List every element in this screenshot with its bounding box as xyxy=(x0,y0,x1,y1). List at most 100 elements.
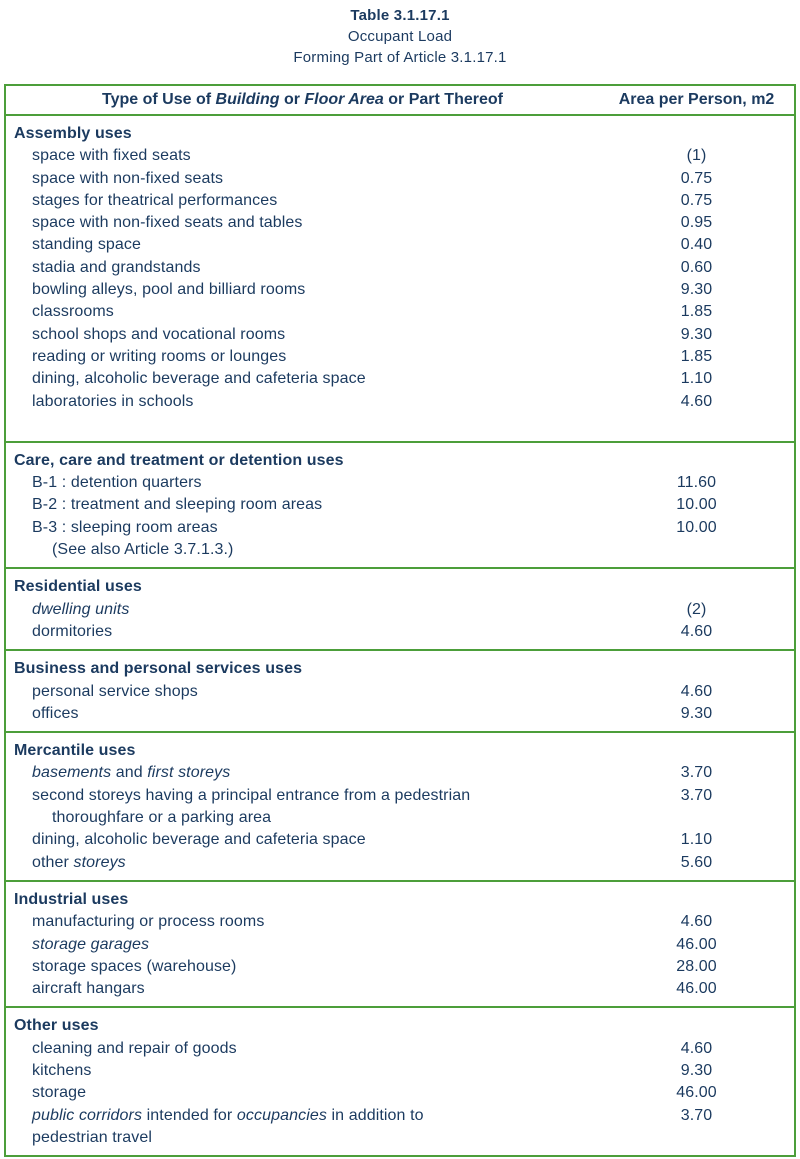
table-header-row: Type of Use of Building or Floor Area or… xyxy=(6,86,794,116)
text-segment: space with non-fixed seats xyxy=(32,169,224,187)
area-per-person-value: 46.00 xyxy=(676,935,717,953)
table-row: manufacturing or process rooms 4.60 xyxy=(6,911,794,933)
text-segment: cleaning and repair of goods xyxy=(32,1039,237,1057)
defined-term-italic: occupancies xyxy=(236,1106,327,1124)
text-segment: space with fixed seats xyxy=(32,147,191,165)
use-label: dining, alcoholic beverage and cafeteria… xyxy=(6,368,599,390)
use-label-line: dwelling units xyxy=(32,599,599,621)
defined-term-italic: storeys xyxy=(73,853,126,871)
table-row: cleaning and repair of goods 4.60 xyxy=(6,1038,794,1060)
header-col1: Type of Use of Building or Floor Area or… xyxy=(6,89,599,111)
text-segment: bowling alleys, pool and billiard rooms xyxy=(32,281,306,299)
area-per-person-value: 3.70 xyxy=(680,1106,713,1124)
use-label: laboratories in schools xyxy=(6,391,599,413)
defined-term-italic: dwelling units xyxy=(32,600,130,618)
text-segment: B-1 : detention quarters xyxy=(32,474,202,492)
area-per-person-value: 46.00 xyxy=(676,1084,717,1102)
text-segment: other xyxy=(32,853,74,871)
table-row: school shops and vocational rooms 9.30 xyxy=(6,324,794,346)
text-segment: in addition to xyxy=(326,1106,424,1124)
use-label: storage spaces (warehouse) xyxy=(6,956,599,978)
use-label: B-1 : detention quarters xyxy=(6,472,599,494)
table-row: aircraft hangars 46.00 xyxy=(6,978,794,1000)
use-label-line: cleaning and repair of goods xyxy=(32,1038,599,1060)
use-label-line: aircraft hangars xyxy=(32,978,599,1000)
text-segment: laboratories in schools xyxy=(32,392,194,410)
table-section: Other uses cleaning and repair of goods 4.… xyxy=(6,1008,794,1155)
use-label: reading or writing rooms or lounges xyxy=(6,346,599,368)
text-segment: (See also Article 3.7.1.3.) xyxy=(52,541,234,559)
area-per-person-value: 3.70 xyxy=(680,764,713,782)
use-label: B-3 : sleeping room areas xyxy=(6,517,599,539)
use-label: storage garages xyxy=(6,934,599,956)
table-row: (See also Article 3.7.1.3.) xyxy=(6,539,794,561)
use-label: manufacturing or process rooms xyxy=(6,911,599,933)
table-row: second storeys having a principal entran… xyxy=(6,785,794,830)
table-section: Care, care and treatment or detention us… xyxy=(6,443,794,570)
table-row: basements and first storeys 3.70 xyxy=(6,762,794,784)
defined-term-italic: storage garages xyxy=(32,935,150,953)
text-segment: storage xyxy=(32,1084,87,1102)
table-row: kitchens 9.30 xyxy=(6,1060,794,1082)
use-label-continuation: pedestrian travel xyxy=(32,1127,599,1149)
use-label: cleaning and repair of goods xyxy=(6,1038,599,1060)
area-per-person-value: 4.60 xyxy=(680,392,713,410)
table-number: Table 3.1.17.1 xyxy=(350,7,450,24)
area-per-person-value: 4.60 xyxy=(680,622,713,640)
table-row: laboratories in schools 4.60 xyxy=(6,391,794,413)
table-row: storage spaces (warehouse) 28.00 xyxy=(6,956,794,978)
text-segment: B-3 : sleeping room areas xyxy=(32,518,218,536)
text-segment: second storeys having a principal entran… xyxy=(32,786,471,804)
text-segment: storage spaces (warehouse) xyxy=(32,957,237,975)
area-per-person-value: 9.30 xyxy=(680,1061,713,1079)
use-label-line: dining, alcoholic beverage and cafeteria… xyxy=(32,829,599,851)
defined-term-italic: Floor Area xyxy=(304,91,384,108)
use-label: classrooms xyxy=(6,301,599,323)
text-segment: dining, alcoholic beverage and cafeteria… xyxy=(32,370,366,388)
use-label: personal service shops xyxy=(6,681,599,703)
table-row: offices 9.30 xyxy=(6,703,794,725)
defined-term-italic: basements xyxy=(32,764,112,782)
use-label-line: storage spaces (warehouse) xyxy=(32,956,599,978)
table-row: personal service shops 4.60 xyxy=(6,681,794,703)
use-label-line: other storeys xyxy=(32,852,599,874)
use-label: other storeys xyxy=(6,852,599,874)
table-title-block: Table 3.1.17.1 Occupant Load Forming Par… xyxy=(0,0,800,68)
table-row: dining, alcoholic beverage and cafeteria… xyxy=(6,368,794,390)
use-label-continuation: thoroughfare or a parking area xyxy=(32,807,599,829)
table-row: other storeys 5.60 xyxy=(6,852,794,874)
use-label: stages for theatrical performances xyxy=(6,190,599,212)
text-segment: classrooms xyxy=(32,303,114,321)
section-heading: Assembly uses xyxy=(14,125,132,142)
use-label-line: space with non-fixed seats xyxy=(32,168,599,190)
area-per-person-value: 4.60 xyxy=(680,1039,713,1057)
text-segment: B-2 : treatment and sleeping room areas xyxy=(32,496,323,514)
table-section: Business and personal services uses perso… xyxy=(6,651,794,734)
area-per-person-value: 9.30 xyxy=(680,325,713,343)
section-heading: Business and personal services uses xyxy=(14,660,303,678)
use-label-line: B-3 : sleeping room areas xyxy=(32,517,599,539)
table-row: B-3 : sleeping room areas 10.00 xyxy=(6,517,794,539)
area-per-person-value: 4.60 xyxy=(680,913,713,931)
use-label: stadia and grandstands xyxy=(6,257,599,279)
text-segment: pedestrian travel xyxy=(32,1128,152,1146)
use-label: dwelling units xyxy=(6,599,599,621)
use-label: B-2 : treatment and sleeping room areas xyxy=(6,494,599,516)
use-label-line: stadia and grandstands xyxy=(32,257,599,279)
defined-term-italic: first storeys xyxy=(147,764,231,782)
table-row: dining, alcoholic beverage and cafeteria… xyxy=(6,829,794,851)
table-row: storage garages 46.00 xyxy=(6,934,794,956)
text-segment: stages for theatrical performances xyxy=(32,191,278,209)
area-per-person-value: 0.75 xyxy=(680,191,713,209)
table-row: space with non-fixed seats and tables 0.9… xyxy=(6,212,794,234)
table-section: Industrial uses manufacturing or process … xyxy=(6,882,794,1009)
use-label: basements and first storeys xyxy=(6,762,599,784)
table-row: standing space 0.40 xyxy=(6,234,794,256)
area-per-person-value: 9.30 xyxy=(680,704,713,722)
use-label-line: (See also Article 3.7.1.3.) xyxy=(52,539,599,561)
area-per-person-value: 0.40 xyxy=(680,236,713,254)
area-per-person-value: (2) xyxy=(686,600,707,618)
use-label-line: classrooms xyxy=(32,301,599,323)
table-row: dormitories 4.60 xyxy=(6,621,794,643)
use-label-line: reading or writing rooms or lounges xyxy=(32,346,599,368)
